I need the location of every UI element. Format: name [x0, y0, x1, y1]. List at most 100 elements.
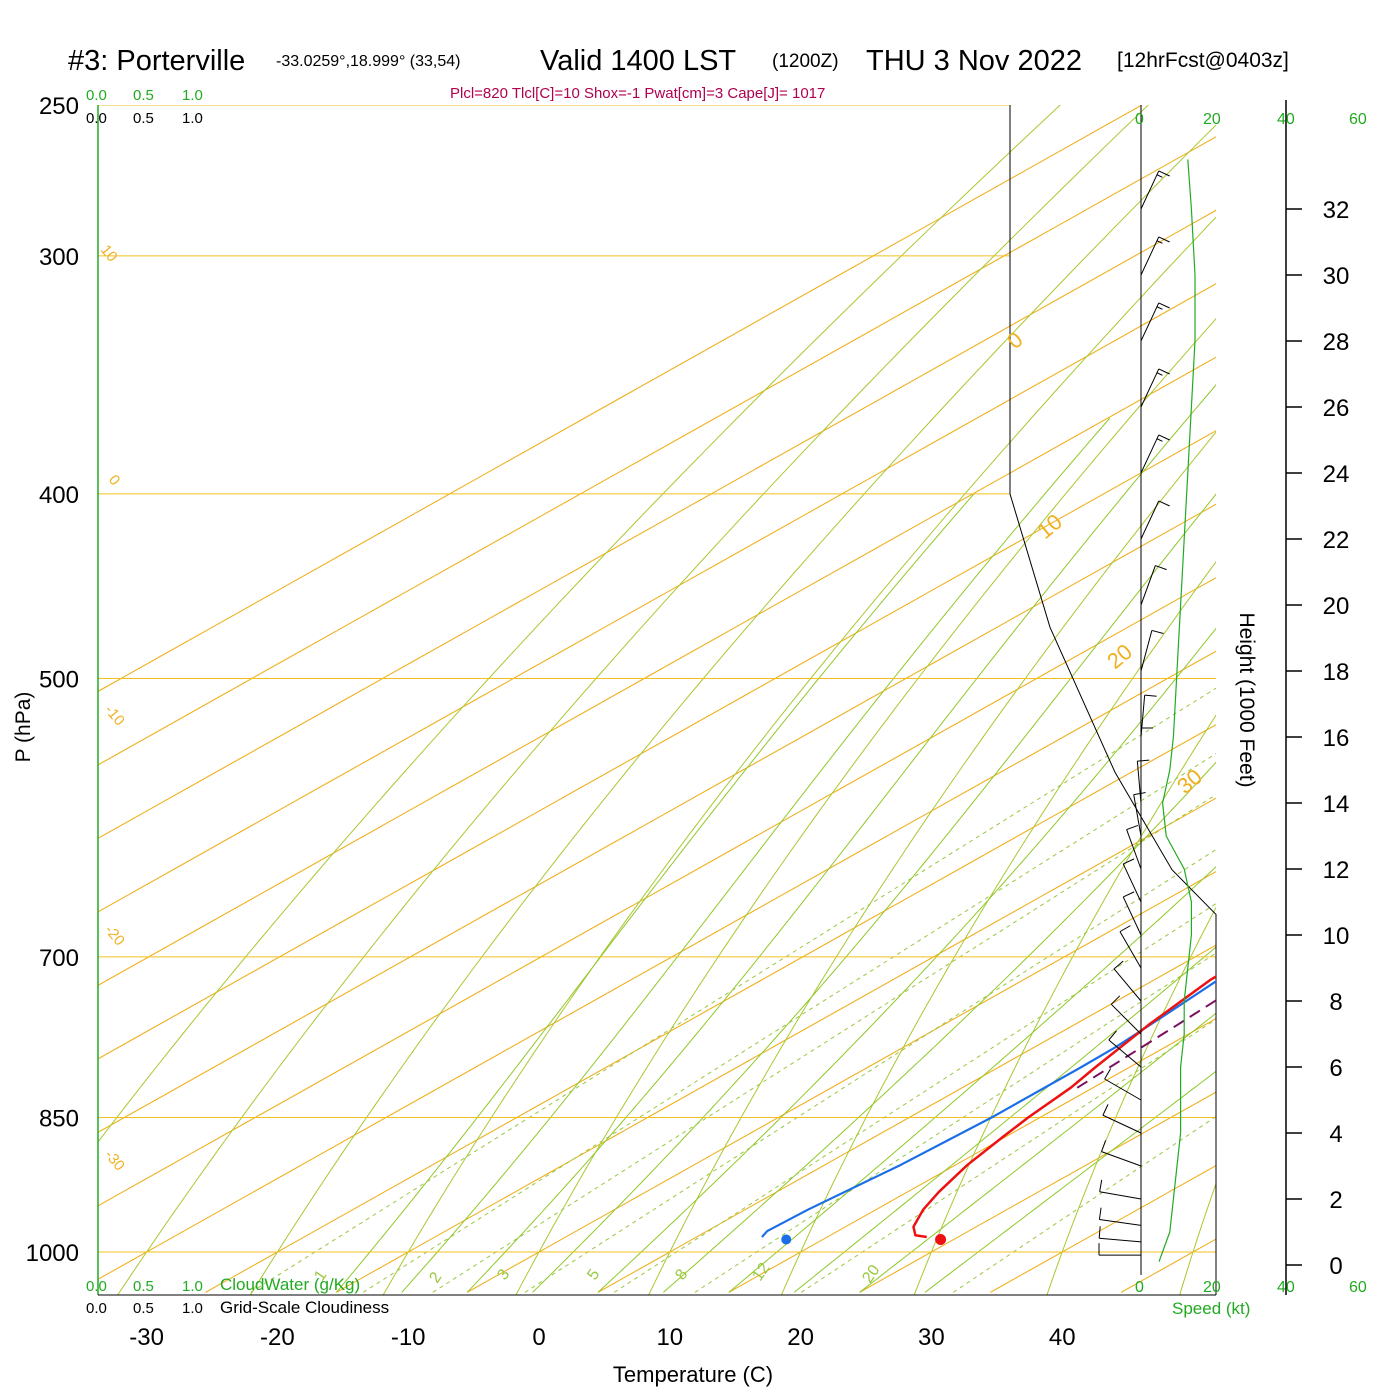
isotherm-line [205, 724, 1216, 1293]
speed-tick: 0 [1135, 111, 1144, 128]
wind-barb-staff [1119, 931, 1142, 969]
temperature-tick-label: 30 [918, 1324, 945, 1351]
wind-barb-staff [1140, 368, 1160, 408]
wind-barb [1108, 1030, 1142, 1068]
height-tick-label: 30 [1323, 263, 1350, 290]
wind-barb-feather [1113, 960, 1124, 970]
wind-barb [1126, 824, 1142, 870]
wind-panel [1098, 105, 1196, 1275]
wind-barb-feather [1158, 368, 1170, 375]
dry-adiabat-label: 20 [1102, 639, 1137, 674]
wind-barb [1098, 1243, 1141, 1256]
temperature-tick-label: 0 [532, 1324, 545, 1351]
height-tick-label: 2 [1329, 1187, 1342, 1214]
moist-adiabat-line [663, 761, 1216, 1293]
wind-barb [1140, 434, 1170, 474]
isotherm-line [98, 283, 1216, 913]
wind-barb-staff [1108, 1039, 1142, 1068]
mixing-ratio-label: 12 [749, 1260, 773, 1284]
isotherm-line [597, 944, 1216, 1293]
forecast-info: [12hrFcst@0403z] [1117, 49, 1289, 72]
speed-axis-label: Speed (kt) [1172, 1299, 1250, 1318]
plot-frame [97, 105, 1217, 1296]
isotherm-line [98, 503, 1216, 1133]
wind-barb-staff [1140, 170, 1160, 210]
utc-time: (1200Z) [772, 51, 839, 72]
wind-barb [1101, 1140, 1142, 1167]
wind-barb-staff [1104, 1078, 1142, 1101]
temperature-tick-label: 20 [787, 1324, 814, 1351]
isotherm-label: 0 [105, 472, 123, 489]
mixing-ratio-line [613, 903, 1216, 1293]
wind-barb [1098, 1207, 1142, 1226]
mixing-ratio-line [694, 952, 1216, 1293]
height-tick-label: 24 [1323, 461, 1350, 488]
mixing-ratio-label: 5 [584, 1266, 603, 1283]
wind-barb [1122, 891, 1142, 936]
pressure-tick-label: 1000 [26, 1240, 79, 1267]
moist-adiabat-line [597, 627, 1216, 1293]
wind-barb [1098, 1226, 1142, 1243]
wind-barb-staff [1140, 500, 1160, 540]
cloud-tick: 0.0 [86, 1300, 107, 1317]
wind-barb [1140, 694, 1157, 738]
wind-barb-feather [1155, 565, 1167, 571]
height-tick-label: 10 [1323, 923, 1350, 950]
wind-barb [1122, 858, 1142, 903]
wind-barb [1140, 565, 1167, 606]
height-tick-label: 12 [1323, 857, 1350, 884]
dry-adiabat-line [117, 105, 1149, 1295]
wind-barb-staff [1140, 302, 1160, 342]
dry-adiabat-line [1312, 0, 1400, 1296]
wind-barb-staff [1102, 1114, 1142, 1134]
height-axis-title: Height (1000 Feet) [1235, 612, 1258, 787]
mixing-ratio-line [524, 849, 1216, 1293]
temperature-tick-label: -20 [260, 1324, 295, 1351]
isotherm-line [98, 577, 1216, 1207]
speed-tick: 20 [1203, 1279, 1221, 1296]
wind-barb-feather [1144, 694, 1157, 697]
background-lines: 10 0 -10 -20 -30 [98, 0, 1400, 1296]
wind-speed-line [1158, 159, 1196, 1262]
moist-adiabat-line [532, 493, 1216, 1293]
dry-adiabat-line [98, 105, 1061, 1143]
wind-barb-staff [1101, 1151, 1142, 1167]
wind-barb-feather [1102, 1104, 1109, 1116]
wind-barb-feather [1151, 629, 1164, 635]
mixing-ratio-line [250, 687, 1216, 1293]
wind-barb-feather [1098, 1226, 1101, 1239]
isotherm-line [98, 430, 1216, 1060]
wind-barb-half-feather [1156, 174, 1163, 178]
wind-barb-staff [1122, 863, 1142, 903]
mixing-ratio-line [953, 1115, 1216, 1293]
temperature-tick-label: 10 [656, 1324, 683, 1351]
wind-barb [1110, 995, 1142, 1035]
temperature-line [912, 975, 1216, 1239]
cloud-tick: 0.5 [133, 87, 154, 104]
isotherm-label: -20 [101, 922, 128, 950]
wind-barb-half-feather [1156, 438, 1163, 442]
wind-barb-staff [1140, 236, 1160, 276]
mixing-ratio-label: 20 [859, 1262, 883, 1286]
wind-barb-staff [1110, 1003, 1142, 1035]
speed-tick: 20 [1203, 111, 1221, 128]
height-tick-label: 14 [1323, 791, 1350, 818]
height-tick-label: 26 [1323, 395, 1350, 422]
isotherm-line [1120, 1238, 1216, 1293]
moist-adiabat-line [466, 384, 1216, 1293]
cloudwater-scale-top: 0.0 0.5 1.0 0.0 0.5 1.0 [86, 87, 203, 127]
profiles [761, 975, 1216, 1245]
wind-barb-staff [1099, 1237, 1142, 1243]
moist-adiabat-line [859, 1012, 1216, 1293]
isotherm-line [98, 650, 1216, 1280]
moist-adiabat-line [401, 417, 1111, 1293]
cloudwater-label: CloudWater (g/Kg) [220, 1275, 360, 1294]
pressure-tick-label: 500 [39, 667, 79, 694]
wind-barb-half-feather [1156, 372, 1163, 376]
wind-barb [1113, 960, 1142, 1002]
isotherm-line [466, 871, 1216, 1293]
station-title: #3: Porterville [68, 45, 245, 77]
speed-tick: 40 [1277, 111, 1295, 128]
dry-adiabat-label: 0 [1002, 327, 1027, 354]
